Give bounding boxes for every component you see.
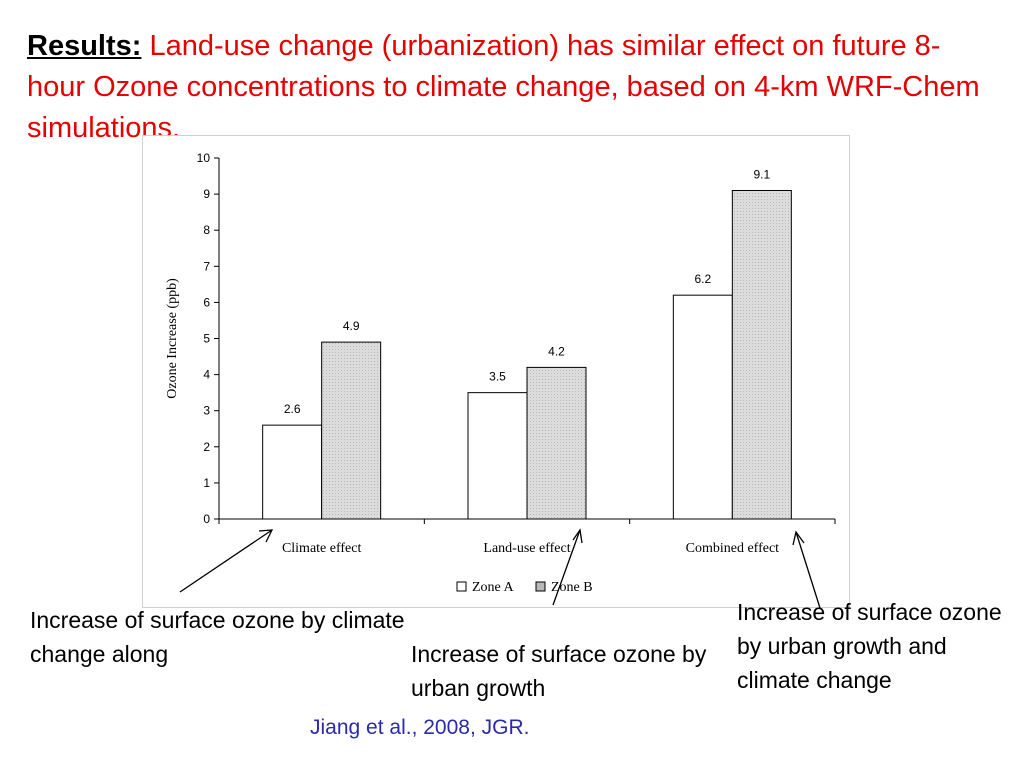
arrow-climate: [179, 529, 273, 593]
legend-swatch: [535, 581, 546, 592]
data-label: 9.1: [753, 167, 770, 181]
y-tick-label: 4: [203, 368, 210, 382]
x-category-label: Land-use effect: [483, 541, 570, 556]
data-label: 4.9: [343, 319, 360, 333]
y-tick-label: 6: [203, 295, 210, 309]
x-category-label: Climate effect: [282, 541, 362, 556]
arrow-landuse: [552, 529, 581, 606]
legend-label: Zone B: [551, 580, 593, 595]
results-label: Results:: [27, 30, 142, 62]
y-tick-label: 9: [203, 187, 210, 201]
y-axis-label: Ozone Increase (ppb): [165, 278, 180, 399]
chart-frame: 0 1 2 3 4 5 6 7 8 9 10 Ozone Increase (ppb) 2.6 4.9 Cl…: [142, 135, 850, 608]
slide-title: Results: Land-use change (urbanization) …: [27, 26, 997, 149]
y-tick-label: 2: [203, 440, 210, 454]
arrow-combined: [795, 531, 821, 609]
arrow-landuse-head: [572, 528, 583, 544]
y-tick-label: 1: [203, 476, 210, 490]
caption-climate: Increase of surface ozone by climate cha…: [30, 607, 405, 667]
bar-zone-b: [321, 341, 382, 520]
caption-combined: Increase of surface ozone by urban growt…: [737, 599, 1002, 693]
legend-swatch: [456, 581, 467, 592]
y-tick-label: 3: [203, 404, 210, 418]
data-label: 3.5: [489, 370, 506, 384]
data-label: 2.6: [284, 402, 301, 416]
caption-landuse: Increase of surface ozone by urban growt…: [411, 641, 707, 701]
bar-zone-b: [731, 189, 792, 520]
data-label: 6.2: [694, 272, 711, 286]
bar-zone-a: [262, 424, 323, 520]
legend-label: Zone A: [472, 580, 514, 595]
bar-zone-a: [672, 294, 733, 520]
bar-zone-b: [526, 366, 587, 520]
data-label: 4.2: [548, 344, 565, 358]
y-tick-label: 0: [203, 512, 210, 526]
title-text: Land-use change (urbanization) has simil…: [27, 30, 980, 144]
y-tick-label: 5: [203, 332, 210, 346]
ozone-bar-chart: 0 1 2 3 4 5 6 7 8 9 10 Ozone Increase (ppb) 2.6 4.9 Cl…: [165, 151, 836, 595]
y-tick-label: 10: [197, 151, 211, 165]
bar-zone-a: [467, 392, 528, 520]
y-tick-label: 7: [203, 259, 210, 273]
x-category-label: Combined effect: [686, 541, 780, 556]
citation: Jiang et al., 2008, JGR.: [310, 716, 530, 739]
arrow-climate-head: [258, 529, 274, 543]
y-tick-label: 8: [203, 223, 210, 237]
arrow-combined-head: [792, 530, 805, 546]
